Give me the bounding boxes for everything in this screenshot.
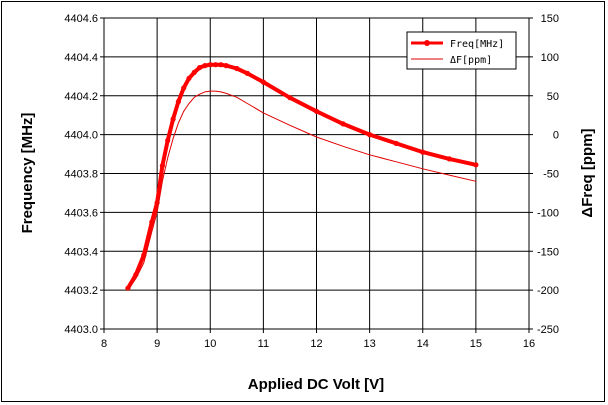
x-tick-label: 14 — [417, 338, 429, 350]
y2-tick-label: -50 — [543, 169, 559, 181]
legend-freq-label: Freq[MHz] — [450, 39, 504, 50]
data-point — [191, 69, 197, 75]
series-line-deltaf — [127, 90, 477, 291]
data-point — [367, 132, 373, 138]
x-axis-title: Applied DC Volt [V] — [248, 376, 384, 393]
legend-box — [406, 31, 517, 70]
y-tick-label: 4404.0 — [64, 130, 98, 142]
data-point — [207, 62, 213, 68]
y2-tick-label: -150 — [537, 246, 559, 258]
y2-axis-title: ΔFreq [ppm] — [579, 128, 596, 217]
data-point — [287, 95, 293, 101]
x-tick-label: 10 — [204, 338, 216, 350]
y-tick-label: 4404.4 — [64, 52, 98, 64]
data-point — [213, 62, 219, 68]
data-point — [149, 219, 155, 225]
data-point — [244, 70, 250, 76]
y-tick-label: 4403.0 — [64, 324, 98, 336]
data-point — [446, 156, 452, 162]
data-point — [170, 116, 176, 122]
y2-tick-label: 100 — [541, 52, 559, 64]
y-tick-label: 4404.2 — [64, 91, 98, 103]
data-point — [420, 149, 426, 155]
data-point — [223, 63, 229, 69]
data-point — [197, 65, 203, 71]
data-point — [125, 285, 131, 291]
gridlines — [100, 17, 533, 333]
y2-tick-label: -200 — [537, 285, 559, 297]
y2-tick-label: 0 — [553, 130, 559, 142]
x-tick-label: 9 — [154, 338, 160, 350]
y2-tick-label: -100 — [537, 207, 559, 219]
x-tick-labels: 8 9 10 11 12 13 14 15 16 — [101, 338, 535, 350]
data-point — [260, 79, 266, 85]
data-point — [186, 75, 192, 81]
data-point — [175, 99, 181, 105]
x-tick-label: 12 — [310, 338, 322, 350]
data-point — [218, 62, 224, 68]
data-point — [159, 163, 165, 169]
data-point — [313, 108, 320, 114]
y-tick-label: 4403.4 — [64, 246, 98, 258]
y2-tick-label: 50 — [547, 91, 559, 103]
data-point — [340, 121, 346, 127]
y-tick-label: 4403.8 — [64, 169, 98, 181]
legend-freq-marker — [424, 40, 430, 46]
data-point — [202, 63, 208, 69]
y2-tick-label: 150 — [541, 13, 559, 25]
data-point — [165, 137, 171, 144]
x-tick-label: 8 — [101, 338, 107, 350]
data-point — [181, 85, 187, 91]
y-tick-label: 4404.6 — [64, 13, 98, 25]
legend-deltaf-label: ΔF[ppm] — [450, 55, 492, 66]
data-point — [393, 140, 399, 146]
x-tick-label: 15 — [470, 338, 482, 350]
series-group — [125, 62, 479, 291]
y2-tick-labels: -250 -200 -150 -100 -50 0 50 100 150 — [537, 13, 559, 336]
y-tick-label: 4403.6 — [64, 207, 98, 219]
x-tick-label: 11 — [258, 338, 269, 350]
y-tick-label: 4403.2 — [64, 285, 98, 297]
legend: Freq[MHz] ΔF[ppm] — [406, 31, 517, 70]
x-tick-label: 16 — [523, 338, 535, 350]
y-axis-title: Frequency [MHz] — [19, 113, 36, 234]
data-point — [234, 65, 240, 72]
y2-tick-label: -250 — [537, 324, 559, 336]
y-tick-labels: 4403.0 4403.2 4403.4 4403.6 4403.8 4404.0 4404… — [64, 13, 98, 336]
data-point — [473, 162, 479, 168]
x-tick-label: 13 — [364, 338, 376, 350]
